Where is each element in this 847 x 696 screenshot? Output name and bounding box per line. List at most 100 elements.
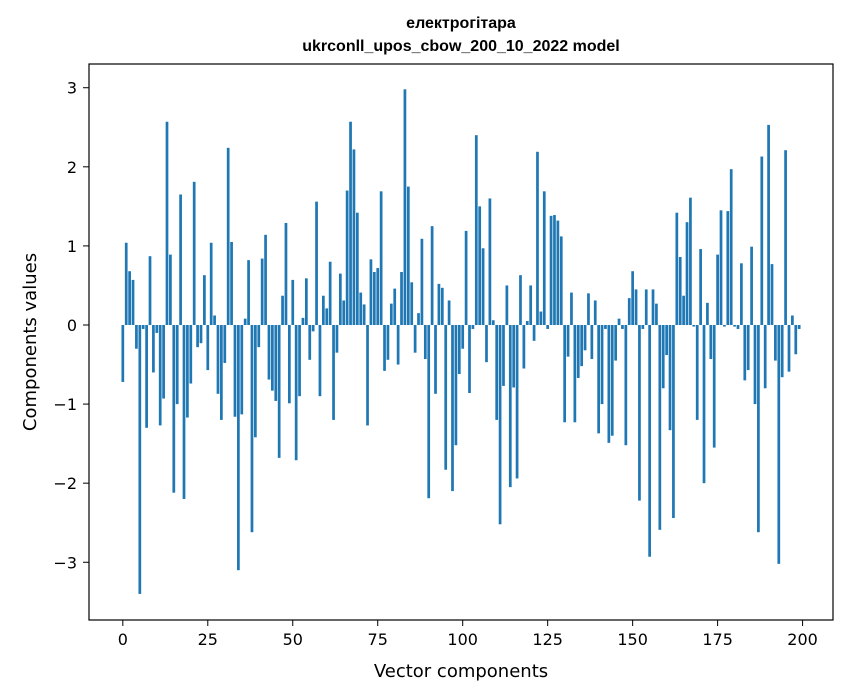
bar-104: [474, 135, 478, 325]
bar-164: [678, 256, 682, 325]
bar-174: [712, 325, 716, 448]
bar-106: [481, 248, 485, 325]
bar-98: [454, 325, 458, 446]
bar-136: [583, 325, 587, 351]
bar-141: [600, 325, 604, 405]
bar-123: [539, 311, 543, 325]
bar-87: [417, 313, 420, 325]
bar-118: [522, 325, 526, 369]
bar-22: [196, 325, 199, 348]
bar-54: [304, 278, 308, 325]
bar-125: [546, 325, 550, 329]
y-tick-label: 2: [67, 158, 77, 177]
bar-103: [471, 325, 475, 329]
y-tick-label: 0: [67, 316, 77, 335]
bar-127: [553, 215, 556, 325]
bar-155: [648, 325, 651, 557]
bar-102: [468, 325, 471, 394]
bar-67: [349, 121, 352, 326]
y-tick-label: −1: [53, 395, 77, 414]
bar-38: [250, 325, 254, 533]
bar-8: [148, 256, 152, 325]
bar-189: [763, 325, 767, 389]
plot-frame: [88, 63, 834, 621]
bar-16: [175, 325, 179, 405]
bars-group: [121, 89, 801, 594]
bar-149: [627, 298, 631, 325]
bar-2: [128, 271, 131, 325]
bar-82: [400, 272, 403, 325]
bar-110: [495, 325, 499, 420]
bar-122: [536, 151, 539, 325]
bar-59: [321, 295, 325, 325]
bar-14: [169, 254, 172, 325]
bar-45: [274, 325, 278, 401]
bar-163: [675, 212, 679, 325]
bar-177: [723, 325, 726, 327]
bar-66: [345, 190, 349, 325]
bar-139: [593, 300, 597, 325]
x-axis-label: Vector components: [374, 661, 548, 682]
bar-184: [746, 325, 750, 371]
bar-79: [389, 303, 393, 325]
bar-105: [478, 206, 482, 325]
bar-128: [556, 220, 560, 325]
bar-25: [206, 325, 210, 371]
bar-121: [532, 325, 536, 341]
bar-186: [753, 325, 757, 405]
bar-30: [223, 325, 227, 363]
bar-180: [733, 325, 736, 327]
bar-63: [335, 325, 339, 353]
bar-11: [158, 325, 162, 426]
x-axis-ticks: 0 25 50 75 100 125 150 175 200: [118, 620, 818, 649]
bar-6: [141, 325, 145, 329]
bar-89: [423, 325, 427, 360]
bar-178: [726, 211, 730, 325]
bar-133: [573, 325, 577, 423]
bar-13: [165, 121, 169, 326]
bar-91: [430, 226, 434, 325]
y-tick-label: 3: [67, 79, 77, 98]
bar-114: [508, 325, 512, 488]
bar-18: [182, 325, 186, 499]
bar-78: [386, 325, 390, 360]
bar-40: [257, 325, 261, 348]
bar-39: [254, 325, 257, 438]
bar-140: [597, 325, 601, 434]
bar-124: [542, 191, 546, 325]
bar-167: [689, 197, 692, 325]
bar-195: [784, 150, 787, 325]
y-tick-label: −2: [53, 474, 77, 493]
x-tick-label: 125: [532, 630, 563, 649]
bar-93: [437, 283, 441, 325]
x-tick-label: 0: [118, 630, 128, 649]
bar-101: [464, 230, 468, 325]
bar-171: [702, 325, 706, 484]
bar-55: [308, 325, 312, 360]
bar-182: [740, 263, 743, 325]
bar-165: [682, 295, 685, 325]
x-tick-label: 50: [283, 630, 303, 649]
bar-96: [447, 300, 451, 325]
bar-32: [230, 241, 233, 325]
bar-44: [271, 325, 274, 391]
bar-109: [491, 320, 495, 325]
bar-19: [186, 325, 189, 418]
bar-131: [566, 325, 570, 357]
bar-181: [736, 325, 740, 329]
bar-77: [383, 325, 386, 371]
bar-84: [406, 186, 410, 325]
bar-198: [794, 325, 798, 355]
bar-193: [777, 325, 781, 564]
x-tick-label: 150: [617, 630, 648, 649]
bar-196: [787, 325, 791, 372]
bar-60: [325, 308, 329, 325]
bar-5: [138, 325, 142, 594]
bar-135: [580, 325, 584, 367]
bar-199: [797, 325, 801, 329]
bar-112: [502, 325, 505, 386]
bar-185: [750, 246, 753, 325]
bar-108: [488, 198, 492, 325]
